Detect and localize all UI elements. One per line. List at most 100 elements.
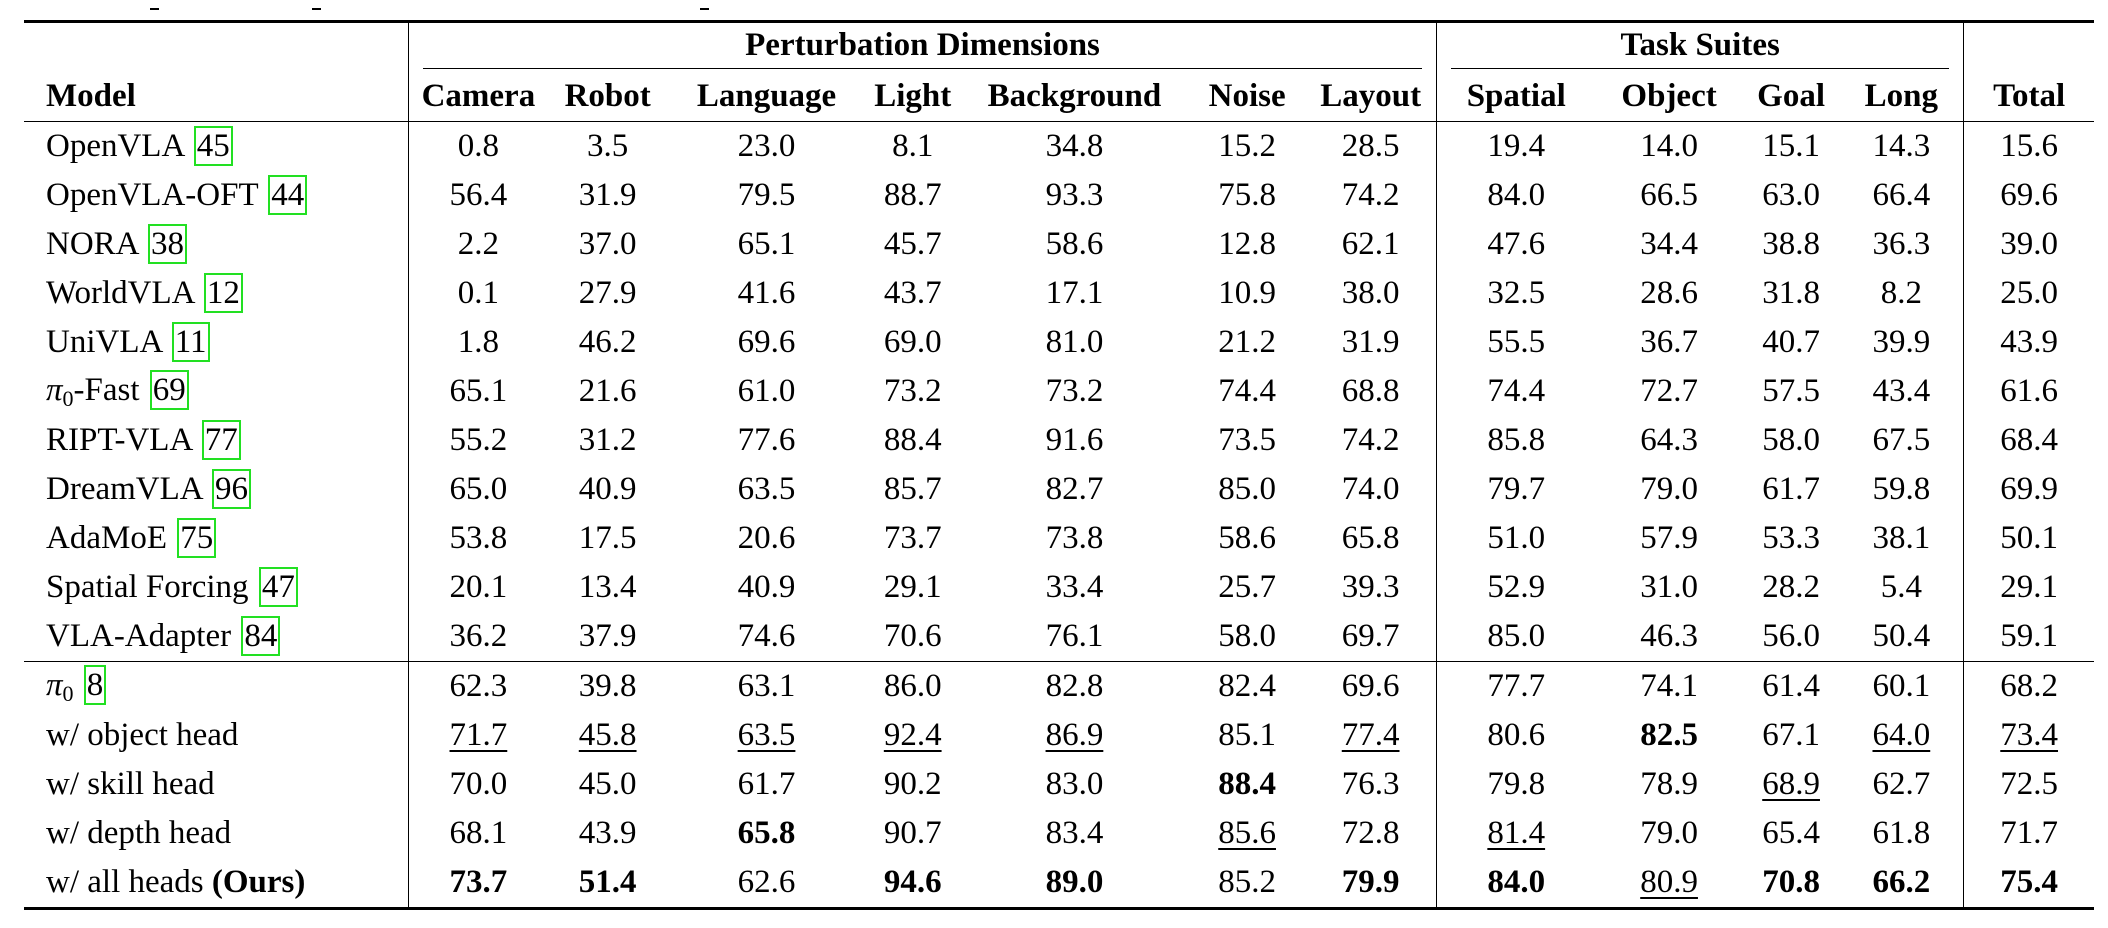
column-header-language: Language (667, 72, 866, 122)
cell-value: 8.2 (1880, 275, 1922, 311)
cell-value: 74.2 (1341, 177, 1400, 213)
cell-value: 73.5 (1218, 422, 1276, 458)
cell-background: 73.8 (960, 514, 1189, 563)
cell-value: 58.6 (1218, 520, 1276, 556)
cell-light: 73.7 (866, 514, 960, 563)
cell-total: 43.9 (1963, 318, 2094, 367)
table-row: DreamVLA 96 65.0 40.9 63.5 85.7 82.7 85.0 74.0 7… (24, 465, 2094, 514)
cell-goal: 70.8 (1742, 858, 1840, 910)
cell-object: 14.0 (1595, 122, 1742, 172)
cell-value: 85.1 (1218, 717, 1276, 753)
citation-link[interactable]: 47 (258, 567, 298, 607)
cell-layout: 69.6 (1305, 661, 1437, 711)
cell-language: 20.6 (668, 514, 866, 563)
column-header-total: Total (1963, 72, 2094, 122)
cell-value: 74.1 (1640, 668, 1698, 704)
cell-background: 83.4 (960, 809, 1189, 858)
cell-value: 72.8 (1341, 815, 1400, 851)
cell-value: 66.2 (1872, 864, 1931, 900)
cell-value: 77.7 (1487, 668, 1546, 704)
citation-link[interactable]: 11 (171, 322, 210, 362)
column-header-background: Background (959, 72, 1189, 122)
cell-value: 65.8 (1341, 520, 1400, 556)
pi-symbol: π (46, 666, 63, 703)
cell-value: 72.7 (1640, 373, 1698, 409)
cell-value: 14.0 (1640, 128, 1698, 164)
cell-value: 82.8 (1045, 668, 1104, 704)
cell-value: 94.6 (883, 864, 942, 900)
cell-value: 71.7 (2000, 815, 2059, 851)
cell-value: 76.3 (1341, 766, 1400, 802)
cell-value: 65.1 (449, 373, 508, 409)
model-name-text: Spatial Forcing (46, 569, 249, 605)
cell-background: 76.1 (960, 612, 1189, 662)
cell-layout: 62.1 (1305, 220, 1436, 269)
citation-link[interactable]: 84 (241, 616, 281, 656)
citation-link[interactable]: 38 (147, 224, 187, 264)
cell-spatial: 52.9 (1436, 563, 1596, 612)
cell-background: 83.0 (960, 760, 1189, 809)
cell-noise: 85.1 (1189, 711, 1305, 760)
citation-link[interactable]: 44 (268, 175, 308, 215)
cell-long: 5.4 (1839, 563, 1963, 612)
model-name: OpenVLA-OFT 44 (24, 171, 409, 220)
citation-link[interactable]: 75 (177, 518, 217, 558)
cell-long: 59.8 (1839, 465, 1963, 514)
cell-total: 39.0 (1963, 220, 2094, 269)
cell-object: 57.9 (1595, 514, 1742, 563)
group-header-row: Perturbation Dimensions Task Suites (24, 20, 2094, 72)
cell-total: 15.6 (1963, 121, 2094, 171)
cell-light: 86.0 (865, 661, 960, 711)
cell-value: 43.4 (1872, 373, 1931, 409)
cell-language: 61.0 (668, 367, 866, 416)
cell-value: 50.4 (1872, 618, 1931, 654)
citation-link[interactable]: 96 (212, 469, 252, 509)
cell-total: 50.1 (1963, 514, 2094, 563)
cell-layout: 68.8 (1305, 367, 1436, 416)
citation-link[interactable]: 12 (203, 273, 243, 313)
cell-value: 75.4 (2000, 864, 2059, 900)
cell-total: 29.1 (1963, 563, 2094, 612)
cell-robot: 21.6 (548, 367, 668, 416)
cell-value: 76.1 (1045, 618, 1104, 654)
cell-value: 82.4 (1218, 668, 1276, 704)
cropped-text-fragments (0, 0, 2108, 14)
cell-value: 61.7 (737, 766, 796, 802)
cell-spatial: 85.8 (1436, 416, 1596, 465)
cell-value: 33.4 (1045, 569, 1104, 605)
citation-link[interactable]: 45 (193, 126, 233, 166)
cell-language: 79.5 (668, 171, 866, 220)
cell-value: 15.6 (2000, 128, 2059, 164)
cell-value: 53.3 (1762, 520, 1820, 556)
cell-object: 72.7 (1595, 367, 1742, 416)
cell-value: 45.0 (578, 766, 637, 802)
cell-value: 86.9 (1045, 717, 1104, 753)
cell-camera: 65.1 (407, 367, 548, 416)
model-name-text: w/ depth head (46, 815, 232, 851)
cell-value: 80.9 (1640, 864, 1698, 900)
cell-value: 56.0 (1762, 618, 1820, 654)
model-name: VLA-Adapter 84 (24, 612, 409, 662)
cell-value: 20.1 (449, 569, 508, 605)
cell-goal: 67.1 (1743, 711, 1840, 760)
citation-link[interactable]: 77 (201, 420, 241, 460)
cell-background: 58.6 (960, 220, 1189, 269)
cell-value: 83.0 (1045, 766, 1104, 802)
cell-camera: 0.8 (407, 121, 548, 171)
cell-light: 43.7 (866, 269, 960, 318)
cell-value: 28.2 (1762, 569, 1820, 605)
cell-robot: 37.0 (548, 220, 668, 269)
cell-value: 90.2 (883, 766, 942, 802)
cell-value: 68.8 (1341, 373, 1400, 409)
citation-link[interactable]: 69 (149, 369, 189, 410)
cell-long: 36.3 (1839, 220, 1963, 269)
cell-background: 73.2 (960, 367, 1189, 416)
citation-link[interactable]: 8 (83, 664, 107, 705)
cell-camera: 0.1 (407, 269, 548, 318)
cell-layout: 77.4 (1305, 711, 1436, 760)
cell-object: 36.7 (1595, 318, 1742, 367)
cell-value: 12.8 (1218, 226, 1276, 262)
cell-camera: 71.7 (407, 711, 548, 760)
cell-spatial: 84.0 (1436, 171, 1596, 220)
model-name-text: OpenVLA (46, 128, 184, 164)
